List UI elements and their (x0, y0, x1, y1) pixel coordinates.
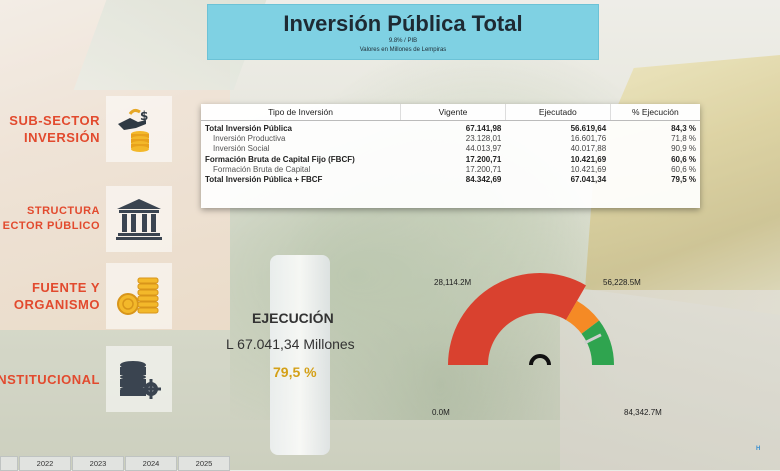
ejecucion-title: EJECUCIÓN (252, 310, 334, 326)
table-cell-name: Total Inversión Pública + FBCF (205, 175, 323, 185)
gauge-max-label: 84,342.7M (624, 408, 662, 417)
database-gear-icon[interactable] (106, 346, 172, 412)
gauge-threshold1-label: 28,114.2M (434, 278, 472, 287)
background-pipe (270, 255, 330, 455)
gauge-min-label: 0.0M (432, 408, 450, 417)
table-cell-name: Total Inversión Pública (205, 123, 292, 133)
year-button-2025[interactable]: 2025 (178, 456, 230, 471)
brand-logo: H (756, 446, 761, 452)
col-header-pct[interactable]: % Ejecución (610, 104, 700, 121)
table-cell-ejecutado: 40.017,88 (570, 144, 607, 154)
gauge-band-orange (566, 300, 600, 334)
table-row[interactable]: Total Inversión Pública + FBCF 84.342,69 6… (201, 174, 700, 184)
coins-stack-icon[interactable] (106, 263, 172, 329)
svg-text:$: $ (140, 109, 148, 123)
ejecucion-amount: L 67.041,34 Millones (226, 336, 355, 352)
table-cell-pct: 84,3 % (671, 123, 696, 133)
table-cell-ejecutado: 67.041,34 (570, 175, 607, 185)
table-cell-vigente: 17.200,71 (465, 164, 502, 174)
table-cell-vigente: 17.200,71 (465, 154, 502, 164)
nav-institucional[interactable]: INSTITUCIONAL (0, 346, 175, 412)
gauge-chart (448, 273, 614, 366)
col-header-vigente[interactable]: Vigente (400, 104, 506, 121)
table-cell-name: Inversión Social (213, 144, 270, 154)
table-row[interactable]: Formación Bruta de Capital Fijo (FBCF) 17… (201, 154, 700, 164)
nav-label-line1: STRUCTURA (27, 205, 100, 217)
table-cell-name: Formación Bruta de Capital Fijo (FBCF) (205, 154, 355, 164)
nav-label-line1: SUB-SECTOR (9, 113, 100, 128)
col-header-ejecutado[interactable]: Ejecutado (505, 104, 611, 121)
nav-label-line1: INSTITUCIONAL (0, 371, 100, 387)
table-cell-ejecutado: 10.421,69 (570, 154, 607, 164)
gdp-ratio: 9.8% / PIB (388, 38, 418, 44)
execution-gauge (420, 270, 660, 425)
table-cell-ejecutado: 10.421,69 (570, 164, 607, 174)
nav-estructura-sector-publico[interactable]: STRUCTURA ECTOR PÚBLICO (0, 186, 175, 252)
nav-label-line2: ECTOR PÚBLICO (2, 220, 100, 232)
nav-label-line2: INVERSIÓN (23, 130, 100, 145)
table-cell-pct: 71,8 % (671, 133, 696, 143)
year-button[interactable] (0, 456, 18, 471)
table-cell-name: Formación Bruta de Capital (213, 164, 311, 174)
ejecucion-percent: 79,5 % (273, 364, 317, 380)
year-button-2023[interactable]: 2023 (72, 456, 124, 471)
table-cell-ejecutado: 16.601,76 (570, 133, 607, 143)
investment-table: Tipo de Inversión Vigente Ejecutado % Ej… (201, 104, 700, 208)
gauge-band-green (581, 320, 614, 365)
year-button-2022[interactable]: 2022 (19, 456, 71, 471)
table-row[interactable]: Inversión Social 44.013,97 40.017,88 90,9 % (201, 144, 700, 154)
gauge-target-marker (584, 333, 602, 345)
title-banner: Inversión Pública Total 9.8% / PIB Valor… (207, 4, 599, 60)
nav-fuente-organismo[interactable]: FUENTE Y ORGANISMO (0, 263, 175, 329)
gauge-threshold2-label: 56,228.5M (603, 278, 641, 287)
table-cell-pct: 60,6 % (671, 164, 696, 174)
table-header-row: Tipo de Inversión Vigente Ejecutado % Ej… (201, 104, 700, 121)
table-cell-pct: 90,9 % (671, 144, 696, 154)
table-cell-vigente: 84.342,69 (465, 175, 502, 185)
nav-label-line1: FUENTE Y (31, 280, 100, 295)
col-header-tipo[interactable]: Tipo de Inversión (201, 104, 402, 121)
gauge-center-mark (529, 354, 551, 366)
table-cell-pct: 79,5 % (671, 175, 696, 185)
table-cell-vigente: 44.013,97 (465, 144, 502, 154)
hand-coins-icon[interactable]: $ (106, 96, 172, 162)
table-cell-vigente: 23.128,01 (465, 133, 502, 143)
nav-subsector-inversion[interactable]: SUB-SECTOR INVERSIÓN $ (0, 96, 175, 162)
nav-label-line2: ORGANISMO (13, 297, 100, 312)
page-title: Inversión Pública Total (283, 11, 523, 36)
table-row[interactable]: Inversión Productiva 23.128,01 16.601,76 71… (201, 133, 700, 143)
year-button-2024[interactable]: 2024 (125, 456, 177, 471)
table-cell-vigente: 67.141,98 (465, 123, 502, 133)
units-note: Valores en Millones de Lempiras (359, 47, 447, 53)
gauge-band-red (448, 273, 587, 365)
table-cell-ejecutado: 56.619,64 (570, 123, 607, 133)
year-slicer: 2022 2023 2024 2025 (0, 456, 231, 471)
table-cell-pct: 60,6 % (671, 154, 696, 164)
table-row[interactable]: Formación Bruta de Capital 17.200,71 10.42… (201, 164, 700, 174)
table-row[interactable]: Total Inversión Pública 67.141,98 56.619,6… (201, 121, 700, 134)
bank-building-icon[interactable] (106, 186, 172, 252)
table-cell-name: Inversión Productiva (213, 133, 286, 143)
